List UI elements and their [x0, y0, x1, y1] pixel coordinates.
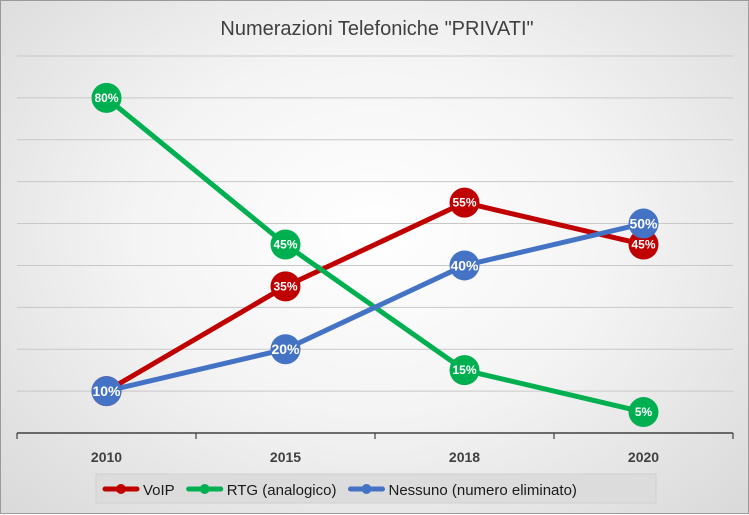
data-point — [91, 376, 122, 407]
series-line — [104, 221, 646, 394]
data-label: 15% — [452, 363, 476, 377]
data-point — [91, 82, 122, 113]
x-axis: 2010 2015 2018 2020 — [16, 432, 734, 465]
data-point — [270, 271, 301, 302]
x-tick-label: 2020 — [628, 449, 659, 465]
data-label: 5% — [635, 405, 653, 419]
data-point — [449, 250, 480, 281]
x-tick-label: 2015 — [270, 449, 301, 465]
data-point — [449, 187, 480, 218]
data-point — [270, 229, 301, 260]
data-label: 50% — [629, 216, 658, 232]
x-tick-label: 2010 — [91, 449, 122, 465]
data-label: 55% — [452, 196, 476, 210]
legend-swatch-marker — [361, 484, 372, 494]
chart-title: Numerazioni Telefoniche "PRIVATI" — [220, 18, 533, 40]
data-point — [628, 208, 659, 239]
legend-swatch-marker — [116, 484, 126, 494]
x-tick-label: 2018 — [449, 449, 480, 465]
data-label: 20% — [271, 341, 300, 357]
data-point — [270, 334, 301, 365]
data-label: 80% — [94, 91, 118, 105]
data-label: 45% — [273, 238, 297, 252]
legend-swatch-marker — [199, 484, 210, 494]
series-line — [104, 95, 646, 415]
series-line — [104, 200, 646, 394]
data-label: 40% — [450, 257, 479, 273]
legend: VoIP RTG (analogico) Nessuno (numero elimi… — [95, 473, 657, 504]
legend-label: Nessuno (numero eliminato) — [388, 482, 576, 499]
data-point — [449, 355, 480, 386]
data-point — [628, 397, 659, 428]
data-point — [628, 229, 659, 260]
legend-label: VoIP — [143, 482, 175, 499]
series-group: 10%35%55%45%80%45%15%5%10%20%40%50% — [91, 82, 659, 428]
data-label: 35% — [273, 279, 297, 293]
gridlines — [17, 55, 733, 392]
data-label: 10% — [92, 383, 121, 399]
legend-label: RTG (analogico) — [227, 482, 337, 499]
data-label: 45% — [631, 238, 655, 252]
